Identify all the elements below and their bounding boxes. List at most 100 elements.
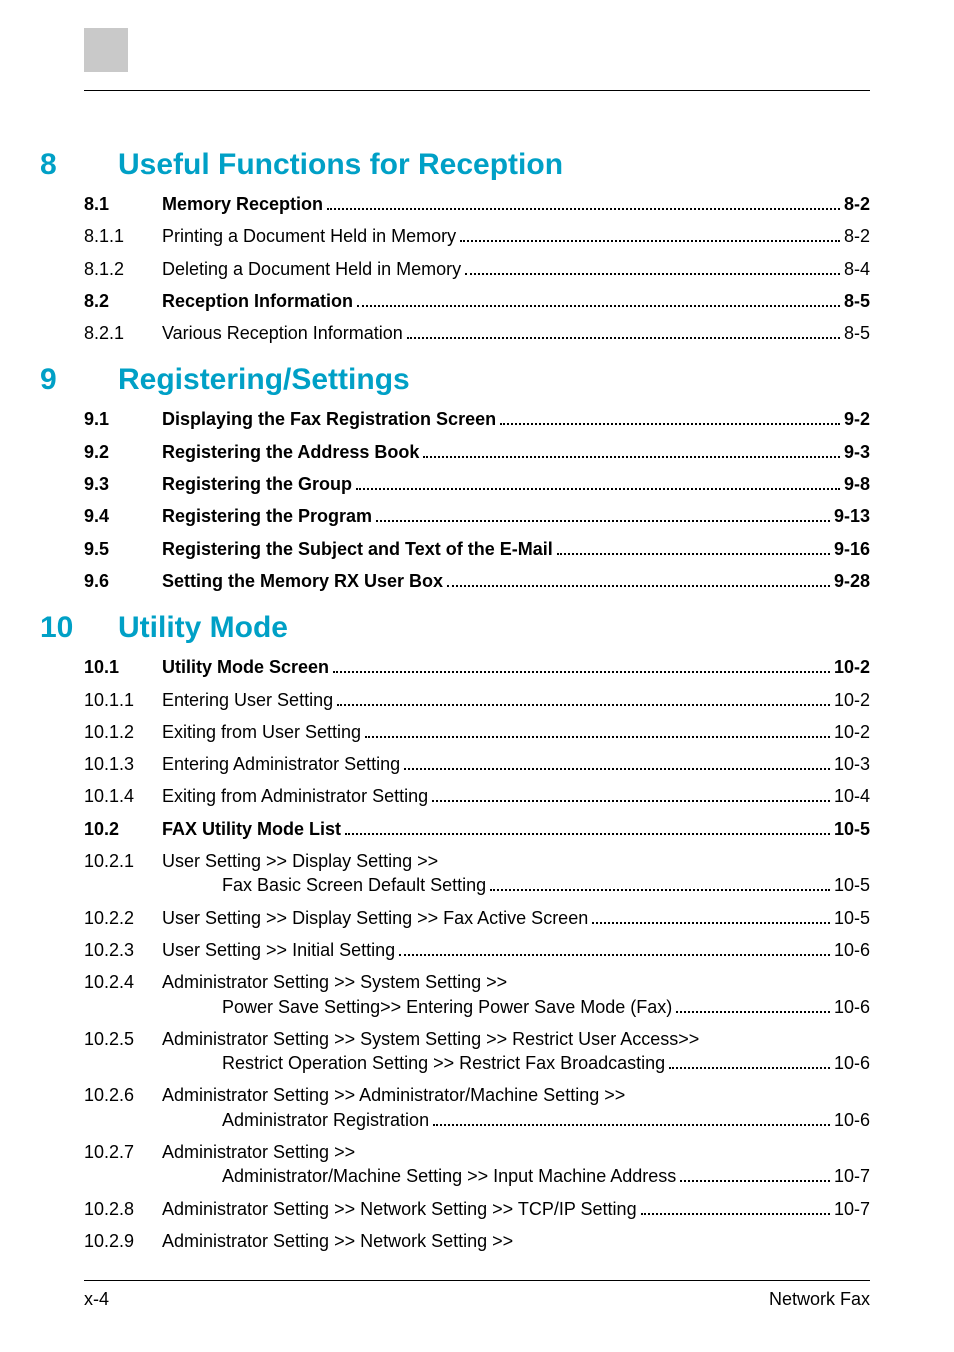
toc-text: Administrator Setting >> Network Setting… [162, 1229, 513, 1253]
toc-entry: 10.2 FAX Utility Mode List 10-5 [84, 817, 870, 841]
toc-text: Administrator Setting >> System Setting … [162, 1027, 699, 1051]
toc-text: Administrator/Machine Setting >> Input M… [222, 1164, 676, 1188]
toc-number: 9.1 [84, 407, 162, 431]
toc-entry: 10.2.1 User Setting >> Display Setting >… [84, 849, 870, 898]
toc-text: Printing a Document Held in Memory [162, 224, 456, 248]
chapter-title: Registering/Settings [118, 363, 410, 397]
toc-leader [641, 1213, 830, 1215]
toc-page: 10-6 [834, 938, 870, 962]
toc-entry: 10.1.3 Entering Administrator Setting 10… [84, 752, 870, 776]
toc-text: User Setting >> Display Setting >> Fax A… [162, 906, 588, 930]
toc-entry: 8.2.1 Various Reception Information 8-5 [84, 321, 870, 345]
toc-leader [490, 889, 830, 891]
toc-number: 10.1.4 [84, 784, 162, 808]
toc-entry: 10.1.4 Exiting from Administrator Settin… [84, 784, 870, 808]
toc-page: 9-16 [834, 537, 870, 561]
toc-leader [333, 671, 830, 673]
chapter-title: Useful Functions for Reception [118, 148, 563, 182]
toc-text: Setting the Memory RX User Box [162, 569, 443, 593]
toc-text: Reception Information [162, 289, 353, 313]
toc-number: 8.1.1 [84, 224, 162, 248]
toc-text: Displaying the Fax Registration Screen [162, 407, 496, 431]
toc-page: 10-5 [834, 817, 870, 841]
chapter-title: Utility Mode [118, 611, 288, 645]
toc-content: 8 Useful Functions for Reception 8.1 Mem… [84, 130, 870, 1261]
toc-entry: 9.2 Registering the Address Book 9-3 [84, 440, 870, 464]
toc-entry: 10.1.2 Exiting from User Setting 10-2 [84, 720, 870, 744]
toc-entry: 10.1.1 Entering User Setting 10-2 [84, 688, 870, 712]
toc-number: 9.4 [84, 504, 162, 528]
toc-page: 10-6 [834, 995, 870, 1019]
toc-text: Fax Basic Screen Default Setting [222, 873, 486, 897]
toc-leader [407, 337, 840, 339]
toc-number: 10.1 [84, 655, 162, 679]
toc-number: 8.1.2 [84, 257, 162, 281]
toc-number: 10.2.1 [84, 849, 162, 873]
toc-leader [433, 1124, 830, 1126]
toc-page: 8-2 [844, 224, 870, 248]
toc-page: 10-7 [834, 1164, 870, 1188]
toc-page: 10-5 [834, 873, 870, 897]
toc-number: 9.5 [84, 537, 162, 561]
toc-number: 10.2.3 [84, 938, 162, 962]
chapter-heading-8: 8 Useful Functions for Reception [84, 148, 870, 182]
toc-text: Registering the Program [162, 504, 372, 528]
toc-number: 10.2.2 [84, 906, 162, 930]
toc-text: Deleting a Document Held in Memory [162, 257, 461, 281]
page: 8 Useful Functions for Reception 8.1 Mem… [0, 0, 954, 1352]
toc-entry: 10.2.7 Administrator Setting >> Administ… [84, 1140, 870, 1189]
toc-number: 10.2.6 [84, 1083, 162, 1107]
toc-page: 10-2 [834, 720, 870, 744]
toc-entry: 9.6 Setting the Memory RX User Box 9-28 [84, 569, 870, 593]
toc-page: 10-6 [834, 1108, 870, 1132]
toc-leader [460, 240, 840, 242]
toc-entry: 10.2.6 Administrator Setting >> Administ… [84, 1083, 870, 1132]
toc-leader [399, 954, 830, 956]
toc-number: 9.3 [84, 472, 162, 496]
toc-leader [676, 1011, 830, 1013]
toc-number: 10.2.9 [84, 1229, 162, 1253]
toc-entry: 9.4 Registering the Program 9-13 [84, 504, 870, 528]
toc-number: 8.2 [84, 289, 162, 313]
toc-number: 10.2.7 [84, 1140, 162, 1164]
toc-leader [432, 800, 830, 802]
toc-text: Entering User Setting [162, 688, 333, 712]
toc-text: Entering Administrator Setting [162, 752, 400, 776]
toc-text: Exiting from Administrator Setting [162, 784, 428, 808]
toc-leader [356, 488, 840, 490]
toc-entry: 9.5 Registering the Subject and Text of … [84, 537, 870, 561]
toc-page: 10-7 [834, 1197, 870, 1221]
toc-entry: 10.2.4 Administrator Setting >> System S… [84, 970, 870, 1019]
toc-page: 9-28 [834, 569, 870, 593]
toc-page: 8-4 [844, 257, 870, 281]
toc-entry: 8.1.2 Deleting a Document Held in Memory… [84, 257, 870, 281]
toc-entry: 9.1 Displaying the Fax Registration Scre… [84, 407, 870, 431]
toc-number: 10.2.4 [84, 970, 162, 994]
footer-doc-title: Network Fax [769, 1289, 870, 1310]
toc-text: Administrator Setting >> [162, 1140, 355, 1164]
corner-block [84, 28, 128, 72]
toc-text: Restrict Operation Setting >> Restrict F… [222, 1051, 665, 1075]
toc-entry: 10.2.5 Administrator Setting >> System S… [84, 1027, 870, 1076]
toc-number: 10.2 [84, 817, 162, 841]
toc-number: 10.1.3 [84, 752, 162, 776]
toc-leader [376, 520, 830, 522]
footer-rule [84, 1280, 870, 1281]
toc-leader [500, 423, 840, 425]
toc-number: 10.1.1 [84, 688, 162, 712]
toc-text: Various Reception Information [162, 321, 403, 345]
toc-number: 8.1 [84, 192, 162, 216]
toc-entry: 10.2.2 User Setting >> Display Setting >… [84, 906, 870, 930]
chapter-heading-10: 10 Utility Mode [84, 611, 870, 645]
toc-number: 9.6 [84, 569, 162, 593]
toc-leader [337, 704, 830, 706]
toc-entry: 8.1.1 Printing a Document Held in Memory… [84, 224, 870, 248]
toc-leader [465, 273, 840, 275]
toc-page: 10-4 [834, 784, 870, 808]
toc-number: 10.1.2 [84, 720, 162, 744]
footer: x-4 Network Fax [84, 1280, 870, 1310]
toc-leader [365, 736, 830, 738]
toc-text: Registering the Address Book [162, 440, 419, 464]
toc-text: Power Save Setting>> Entering Power Save… [222, 995, 672, 1019]
toc-page: 10-6 [834, 1051, 870, 1075]
